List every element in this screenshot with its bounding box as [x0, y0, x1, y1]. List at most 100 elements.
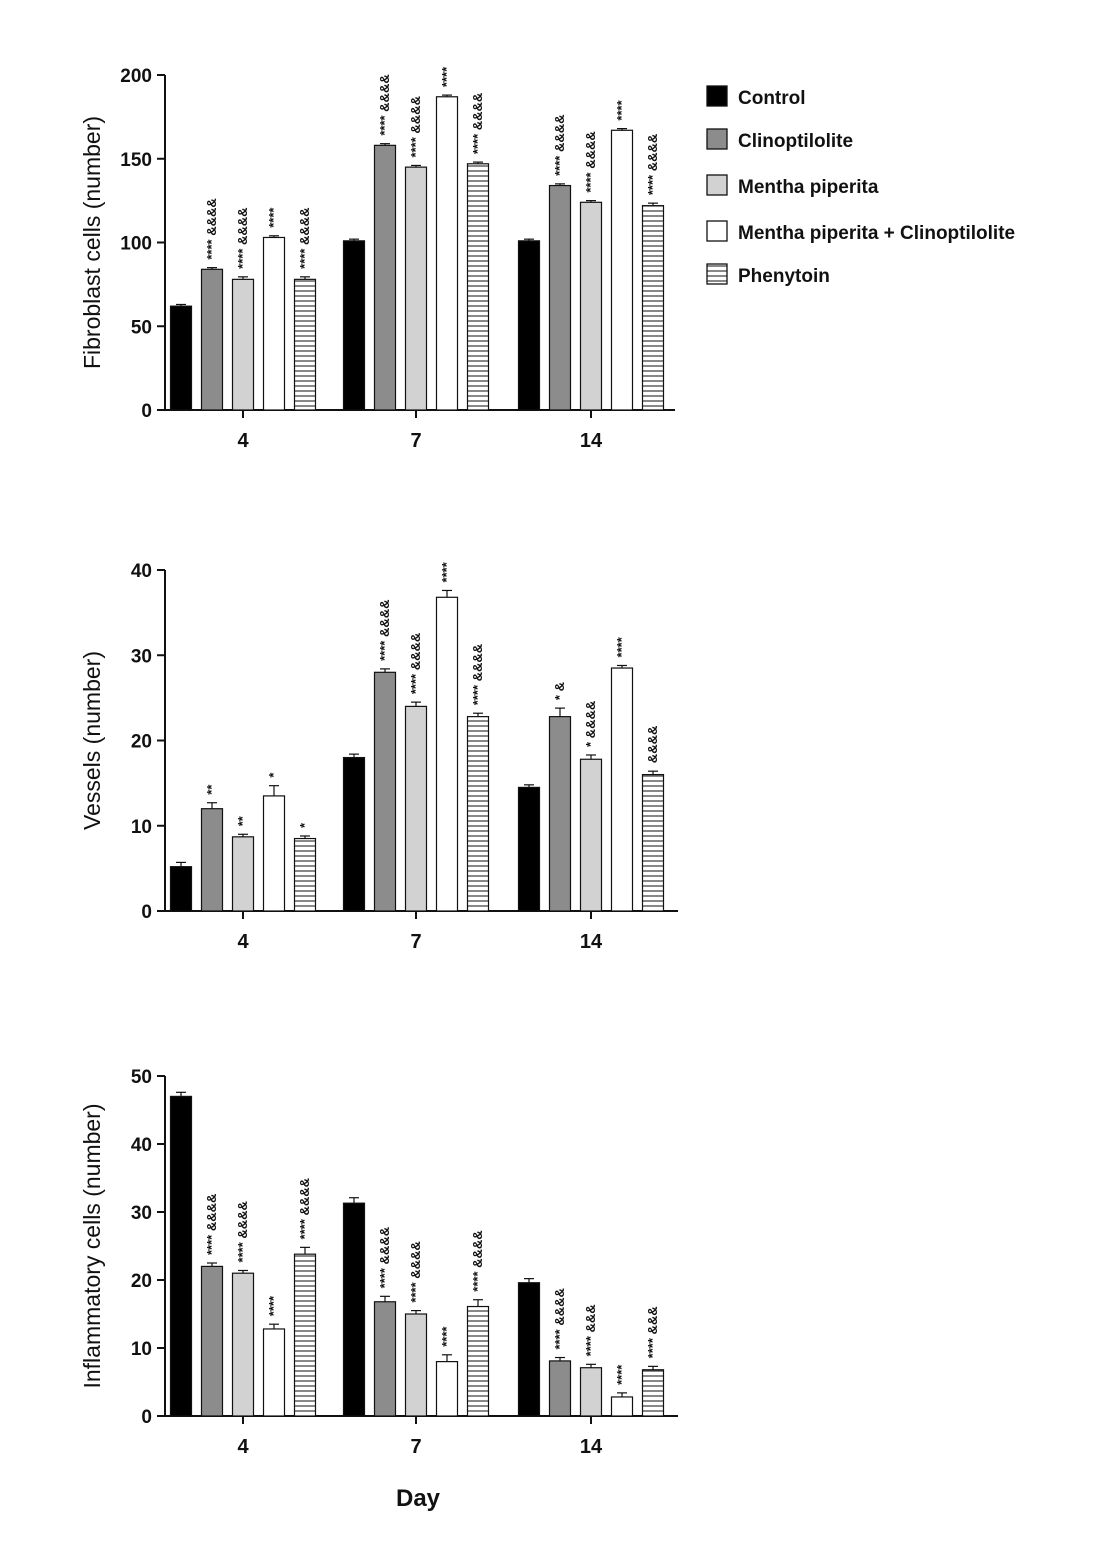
bar-control [517, 240, 541, 411]
bar-mentha-piperita-clinoptilolite [435, 596, 459, 912]
bar-mentha-piperita [231, 1272, 255, 1417]
bar-control [169, 1095, 193, 1417]
significance-label: **** &&&& [297, 207, 312, 268]
x-tick-label: 7 [410, 430, 421, 452]
bar-mentha-piperita [404, 705, 428, 912]
significance-label: ** [204, 784, 219, 795]
bar-clinoptilolite [548, 716, 572, 912]
bar-phenytoin [466, 1305, 490, 1417]
significance-label: **** &&&& [552, 114, 567, 175]
bar-clinoptilolite [548, 184, 572, 411]
bar-mentha-piperita-clinoptilolite [262, 236, 286, 411]
significance-label: **** &&&& [408, 1241, 423, 1302]
bar-mentha-piperita-clinoptilolite [435, 96, 459, 411]
bar-clinoptilolite [548, 1360, 572, 1417]
bar-phenytoin [641, 773, 665, 912]
bar-control [169, 866, 193, 912]
significance-label: **** &&&& [408, 633, 423, 694]
legend-label: Clinoptilolite [738, 131, 853, 152]
bar-mentha-piperita-clinoptilolite [262, 795, 286, 912]
significance-label: &&&& [645, 726, 660, 764]
bar-control [169, 305, 193, 411]
legend-swatch [706, 263, 728, 285]
significance-label: **** &&&& [552, 1288, 567, 1349]
y-tick-label: 50 [131, 1067, 152, 1088]
bar-phenytoin [466, 716, 490, 912]
bar-mentha-piperita [404, 166, 428, 411]
significance-label: **** &&&& [297, 1178, 312, 1239]
significance-label: * [266, 772, 281, 778]
bar-phenytoin [641, 1369, 665, 1417]
y-tick-label: 150 [120, 150, 152, 171]
bar-clinoptilolite [200, 1265, 224, 1417]
significance-label: **** &&&& [583, 131, 598, 192]
significance-label: **** &&&& [408, 96, 423, 157]
bar-mentha-piperita [579, 758, 603, 912]
bar-control [342, 1202, 366, 1417]
bar-control [342, 240, 366, 411]
bar-mentha-piperita [231, 278, 255, 411]
y-tick-label: 20 [131, 1271, 152, 1292]
significance-label: **** &&&& [645, 134, 660, 195]
bar-clinoptilolite [373, 144, 397, 411]
bar-control [342, 756, 366, 912]
bar-clinoptilolite [200, 268, 224, 411]
bar-phenytoin [641, 205, 665, 411]
bar-mentha-piperita-clinoptilolite [435, 1360, 459, 1417]
significance-label: **** [614, 636, 629, 657]
significance-label: **** &&&& [204, 1194, 219, 1255]
y-tick-label: 10 [131, 1339, 152, 1360]
y-axis-label: Inflammatory cells (number) [79, 1103, 105, 1388]
x-tick-label: 14 [580, 430, 603, 452]
significance-label: **** &&& [583, 1304, 598, 1356]
x-tick-label: 7 [410, 1436, 421, 1458]
legend-label: Mentha piperita [738, 177, 879, 198]
bar-clinoptilolite [200, 808, 224, 912]
x-tick-label: 4 [237, 1436, 249, 1458]
y-tick-label: 0 [141, 401, 152, 422]
legend-item-phenytoin: Phenytoin [706, 263, 830, 287]
legend-swatch [706, 174, 728, 196]
significance-label: **** [266, 207, 281, 228]
legend-label: Phenytoin [738, 266, 830, 287]
bar-phenytoin [293, 837, 317, 912]
significance-label: **** &&&& [470, 644, 485, 705]
significance-label: **** [266, 1295, 281, 1316]
legend: Control Clinoptilolite Mentha piperita Ment… [706, 85, 1015, 287]
bar-control [517, 786, 541, 912]
significance-label: **** [614, 99, 629, 120]
significance-label: **** [439, 1326, 454, 1347]
bar-mentha-piperita [579, 201, 603, 411]
y-tick-label: 200 [120, 66, 152, 87]
significance-label: * [297, 822, 312, 828]
significance-label: **** &&&& [377, 599, 392, 660]
significance-label: **** [439, 561, 454, 582]
significance-label: * &&&& [583, 701, 598, 747]
significance-label: **** &&&& [235, 207, 250, 268]
bar-mentha-piperita-clinoptilolite [610, 129, 634, 411]
bar-mentha-piperita [579, 1367, 603, 1417]
bar-phenytoin [293, 278, 317, 411]
y-tick-label: 0 [141, 902, 152, 923]
y-tick-label: 50 [131, 317, 152, 338]
x-axis-title: Day [396, 1485, 441, 1512]
y-tick-label: 10 [131, 817, 152, 838]
significance-label: **** &&&& [377, 74, 392, 135]
legend-item-mentha-piperita-clinoptilolite: Mentha piperita + Clinoptilolite [706, 220, 1015, 244]
significance-label: **** &&&& [377, 1227, 392, 1288]
legend-label: Control [738, 88, 806, 109]
significance-label: ** [235, 815, 250, 826]
bar-mentha-piperita [404, 1313, 428, 1417]
bar-mentha-piperita-clinoptilolite [262, 1328, 286, 1417]
legend-swatch [706, 85, 728, 107]
legend-swatch [706, 128, 728, 150]
legend-item-mentha-piperita: Mentha piperita [706, 174, 879, 198]
panel-3: 0 10 20 30 40 50 Inflammatory cells (number) 4 7… [79, 1067, 678, 1458]
significance-label: **** &&&& [235, 1201, 250, 1262]
bar-mentha-piperita-clinoptilolite [610, 667, 634, 912]
x-tick-label: 14 [580, 1436, 603, 1458]
y-tick-label: 0 [141, 1407, 152, 1428]
significance-label: **** &&& [645, 1306, 660, 1358]
